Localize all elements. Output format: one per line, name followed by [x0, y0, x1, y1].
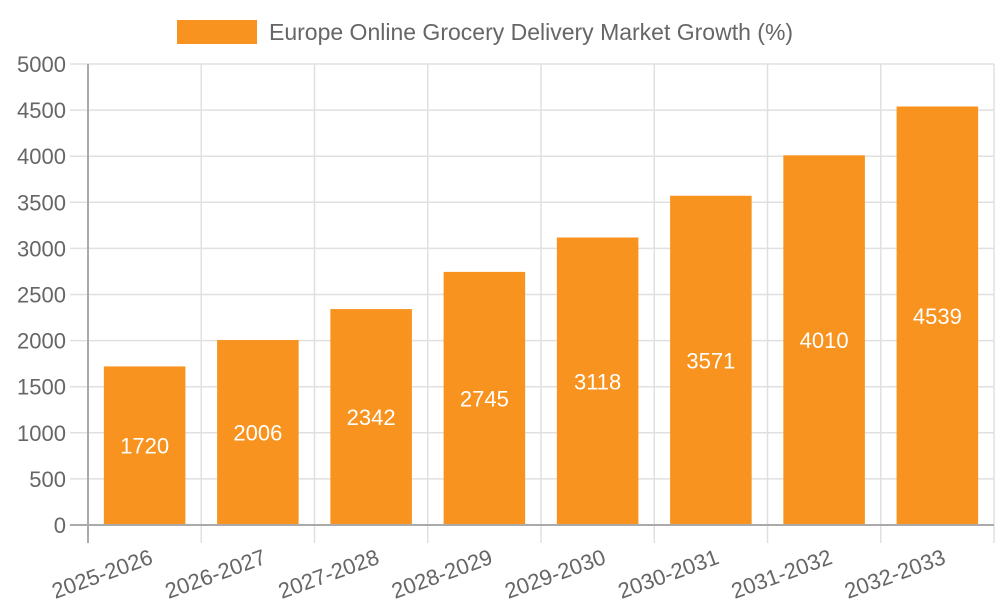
- y-tick-label: 500: [29, 467, 66, 492]
- y-tick-label: 0: [54, 513, 66, 538]
- bars: 1720 2006 2342 2745 3118 3571 4010 4539: [103, 106, 979, 526]
- bar-value-label: 3571: [686, 348, 735, 373]
- axes: [70, 64, 994, 543]
- bar[interactable]: [103, 366, 186, 525]
- x-tick-label: 2029-2030: [501, 544, 608, 600]
- bar[interactable]: [330, 309, 412, 525]
- y-tick-label: 4500: [17, 98, 66, 123]
- y-tick-label: 2000: [17, 329, 66, 354]
- x-tick-label: 2025-2026: [48, 544, 155, 600]
- x-axis-ticks: 2025-2026 2026-2027 2027-2028 2028-2029 2029…: [48, 544, 948, 600]
- x-tick-label: 2028-2029: [388, 544, 495, 600]
- y-tick-label: 3500: [17, 190, 66, 215]
- bar-value-label: 4539: [913, 304, 962, 329]
- y-tick-label: 3000: [17, 236, 66, 261]
- bar-value-label: 1720: [120, 434, 169, 459]
- bar-value-label: 2745: [460, 386, 509, 411]
- x-tick-label: 2026-2027: [162, 544, 269, 600]
- x-tick-label: 2031-2032: [728, 544, 835, 600]
- x-tick-label: 2027-2028: [275, 544, 382, 600]
- bar-value-label: 2006: [233, 421, 282, 446]
- y-tick-label: 4000: [17, 144, 66, 169]
- bar[interactable]: [443, 271, 526, 525]
- bar-value-label: 4010: [800, 328, 849, 353]
- bar[interactable]: [556, 237, 639, 526]
- bar[interactable]: [896, 106, 979, 525]
- bar[interactable]: [783, 155, 865, 525]
- bar-value-label: 3118: [574, 369, 621, 394]
- bar[interactable]: [670, 195, 752, 526]
- y-tick-label: 2500: [17, 283, 66, 308]
- x-tick-label: 2032-2033: [841, 544, 948, 600]
- bar-value-label: 2342: [347, 405, 396, 430]
- legend-label: Europe Online Grocery Delivery Market Gr…: [269, 18, 794, 45]
- x-tick-label: 2030-2031: [615, 544, 722, 600]
- y-tick-label: 1500: [17, 375, 66, 400]
- y-tick-label: 5000: [17, 52, 66, 77]
- legend-swatch: [177, 20, 257, 44]
- y-tick-label: 1000: [17, 421, 66, 446]
- chart-legend[interactable]: Europe Online Grocery Delivery Market Gr…: [177, 19, 793, 45]
- y-axis-ticks: 0 500 1000 1500 2000 2500 3000 3500 4000 4500 5000: [17, 52, 66, 538]
- bar[interactable]: [217, 340, 299, 525]
